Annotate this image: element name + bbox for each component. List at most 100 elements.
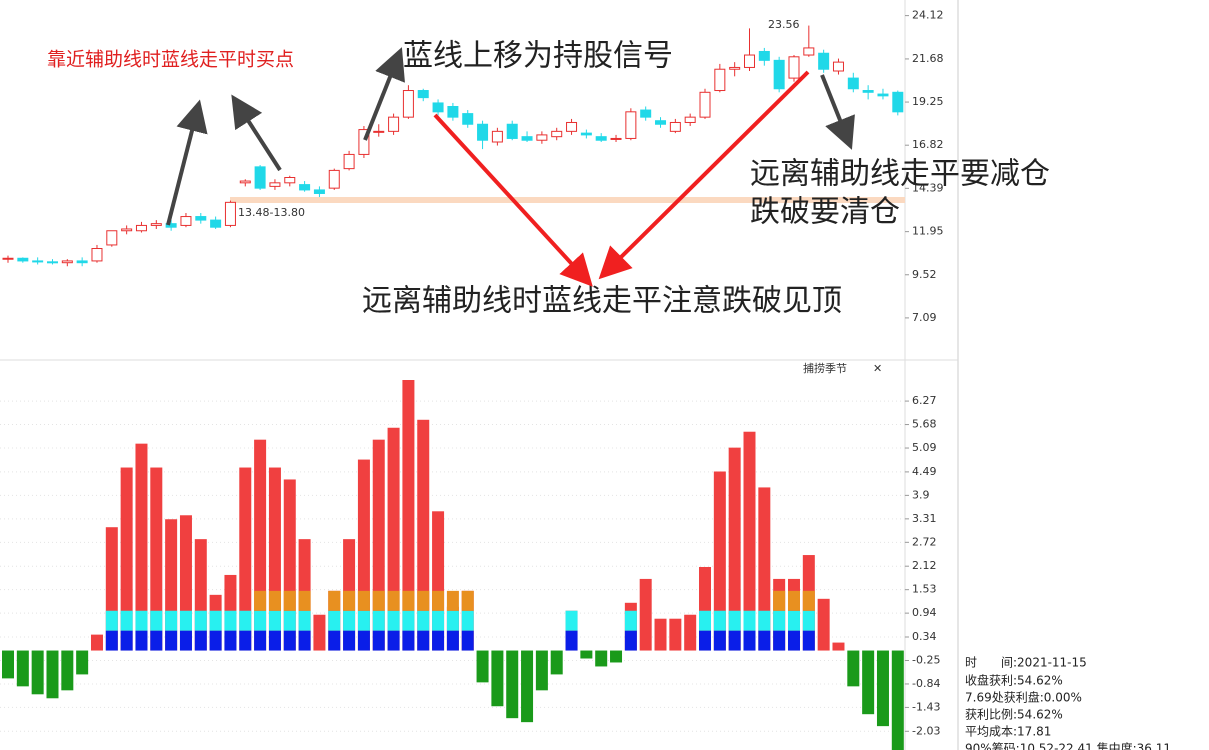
- bar-layer: [105, 610, 118, 631]
- bar-layer: [254, 610, 267, 631]
- arrow: [231, 94, 282, 172]
- y-tick-label: 3.31: [912, 512, 937, 525]
- arrow: [166, 99, 208, 226]
- bar-layer: [328, 610, 341, 631]
- y-tick-label: 2.72: [912, 535, 937, 548]
- info-line: 收盘获利:54.62%: [965, 673, 1063, 688]
- candle-body: [373, 130, 385, 133]
- bar-layer: [343, 610, 356, 631]
- candle-body: [566, 121, 578, 132]
- bar: [728, 447, 741, 651]
- bar: [150, 467, 163, 651]
- bar-layer: [387, 590, 400, 611]
- arrow: [598, 70, 810, 280]
- candle-body: [388, 116, 400, 132]
- candle-body: [832, 61, 844, 72]
- candle-body: [46, 261, 58, 264]
- candle-body: [477, 123, 489, 141]
- info-line: 平均成本:17.81: [965, 725, 1051, 739]
- bar-layer: [372, 590, 385, 611]
- bar-layer: [194, 610, 207, 631]
- candle-body: [210, 219, 222, 228]
- bar-layer: [402, 610, 415, 631]
- bar: [16, 650, 29, 687]
- candle-body: [847, 77, 859, 90]
- bar-layer: [135, 630, 148, 651]
- bar-layer: [773, 610, 786, 631]
- candle-body: [655, 120, 667, 125]
- bar: [46, 650, 59, 699]
- y-tick-label: 24.12: [912, 9, 944, 22]
- bar: [61, 650, 74, 691]
- bar-layer: [446, 590, 459, 611]
- candle-body: [699, 91, 711, 118]
- bar-layer: [773, 590, 786, 611]
- bar-layer: [254, 590, 267, 611]
- candle-body: [76, 260, 88, 264]
- y-tick-label: 2.12: [912, 559, 937, 572]
- bar-layer: [713, 610, 726, 631]
- bar: [239, 467, 252, 651]
- y-tick-label: 21.68: [912, 52, 944, 65]
- bar-layer: [387, 610, 400, 631]
- candle-body: [313, 189, 325, 194]
- y-tick-label: 5.09: [912, 441, 937, 454]
- bar-layer: [298, 610, 311, 631]
- bar-layer: [624, 610, 637, 631]
- candle-body: [299, 184, 311, 191]
- info-line: 获利比例:54.62%: [965, 708, 1063, 722]
- bar-layer: [432, 610, 445, 631]
- bar-layer: [446, 630, 459, 651]
- y-tick-label: 0.34: [912, 630, 937, 643]
- bar-layer: [743, 610, 756, 631]
- bar-layer: [150, 630, 163, 651]
- bar-layer: [387, 630, 400, 651]
- bar: [120, 467, 133, 651]
- candle-body: [892, 91, 904, 113]
- bar-layer: [239, 630, 252, 651]
- y-tick-label: 11.95: [912, 225, 944, 238]
- bar-layer: [268, 610, 281, 631]
- candle-body: [877, 93, 889, 97]
- y-tick-label: 0.94: [912, 606, 937, 619]
- y-tick-label: -1.43: [912, 700, 940, 713]
- y-tick-label: 1.53: [912, 583, 937, 596]
- bar-layer: [624, 630, 637, 651]
- bar: [847, 650, 860, 687]
- bar-layer: [432, 630, 445, 651]
- bar: [580, 650, 593, 659]
- bar-layer: [224, 630, 237, 651]
- y-tick-label: -0.25: [912, 653, 940, 666]
- candle-body: [684, 116, 696, 123]
- candle-body: [402, 90, 414, 118]
- bar-layer: [179, 610, 192, 631]
- bar: [862, 650, 875, 715]
- bar-layer: [343, 630, 356, 651]
- y-tick-label: 9.52: [912, 268, 937, 281]
- y-tick-label: 6.27: [912, 394, 937, 407]
- candle-body: [729, 66, 741, 70]
- y-tick-label: 19.25: [912, 95, 944, 108]
- bar: [402, 380, 415, 651]
- candle-body: [432, 102, 444, 113]
- bar: [891, 650, 904, 750]
- candle-body: [224, 201, 236, 226]
- candle-body: [862, 90, 874, 93]
- bar-layer: [372, 630, 385, 651]
- candle-body: [61, 260, 73, 264]
- bar-layer: [357, 630, 370, 651]
- bar: [313, 614, 326, 651]
- close-button[interactable]: ✕: [873, 362, 882, 375]
- bar-layer: [699, 610, 712, 631]
- bar: [90, 634, 103, 651]
- candle-body: [447, 106, 459, 118]
- candle-body: [818, 52, 830, 70]
- bar-layer: [120, 630, 133, 651]
- bar-layer: [773, 630, 786, 651]
- bar-layer: [357, 610, 370, 631]
- candle-body: [595, 136, 607, 141]
- bar: [476, 650, 489, 683]
- bar: [743, 431, 756, 651]
